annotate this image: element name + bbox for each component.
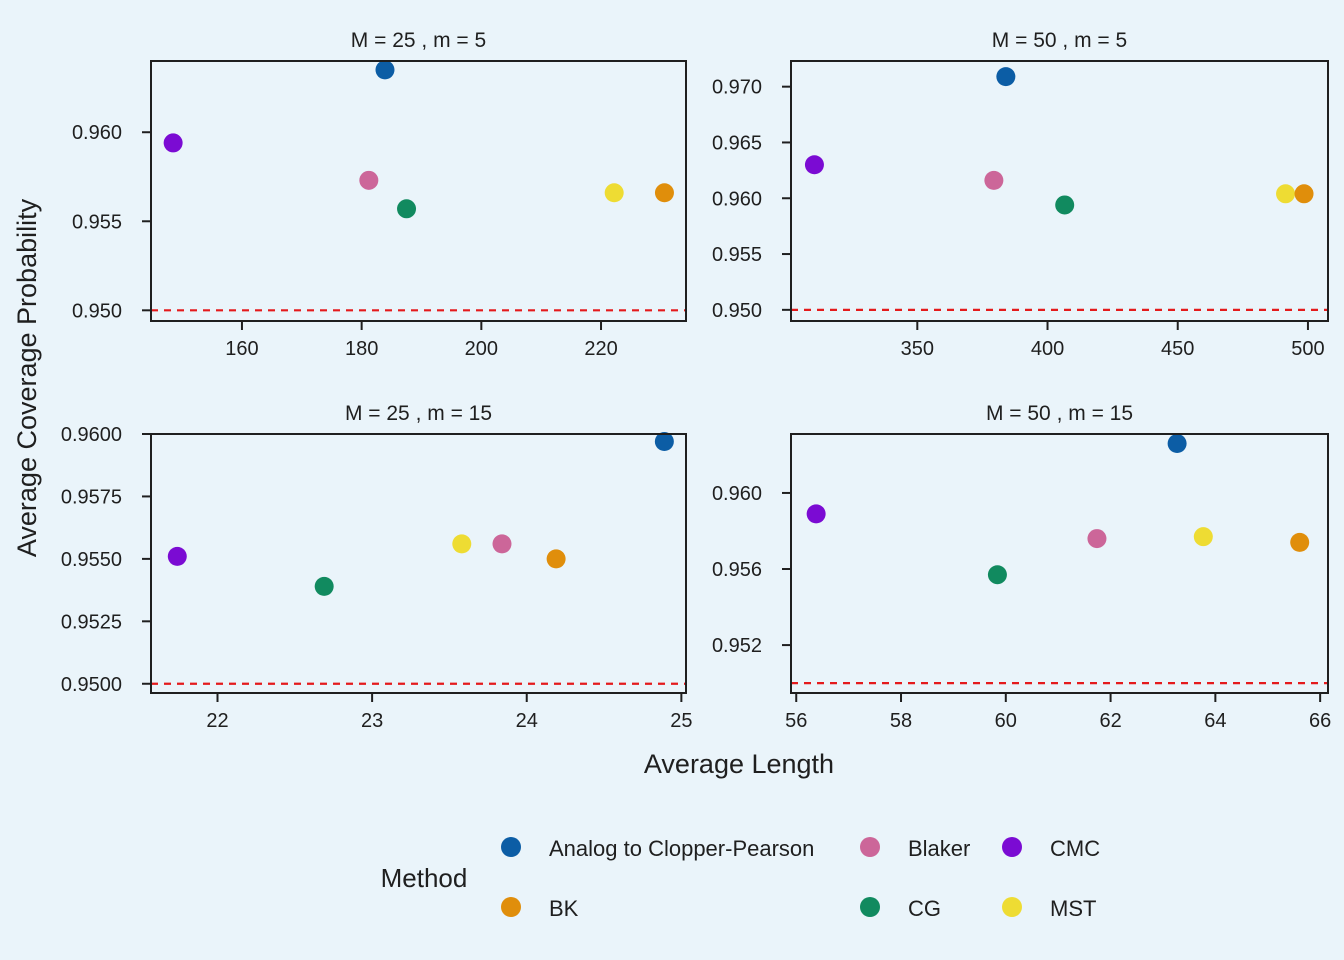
legend-entry: Blaker [860,836,970,861]
data-point-blaker [1087,529,1107,549]
legend-entries: Analog to Clopper-Pearson Blaker CMC BK CG MS… [501,836,1100,921]
data-point-bk [1294,184,1314,204]
panel-frame [150,60,687,322]
legend-title: Method [381,863,468,893]
x-tick-label: 66 [1309,710,1331,732]
x-tick-label: 62 [1099,710,1121,732]
data-point-cmc [163,133,183,153]
data-point-bk [546,549,566,569]
legend-marker [1002,897,1022,917]
data-point-analog-to-clopper-pearson [996,67,1016,87]
panel-frame [150,433,687,694]
x-tick-label: 350 [901,338,934,360]
data-point-mst [1276,184,1296,204]
data-point-bk [654,183,674,203]
x-tick-label: 220 [584,338,617,360]
data-point-cmc [804,155,824,175]
y-axis-label: Average Coverage Probability [12,198,42,557]
data-point-mst [604,183,624,203]
data-point-cg [1055,195,1075,215]
x-axis-label: Average Length [644,749,834,779]
x-tick-label: 64 [1204,710,1226,732]
data-point-mst [1193,527,1213,547]
y-tick-label: 0.9500 [61,674,122,696]
y-tick-label: 0.956 [712,559,762,581]
y-tick-label: 0.950 [72,300,122,322]
x-tick-label: 24 [516,710,538,732]
panel-background [151,61,686,321]
y-tick-label: 0.955 [72,211,122,233]
x-tick-label: 500 [1291,338,1324,360]
legend-marker [860,897,880,917]
data-point-cg [987,565,1007,585]
x-tick-label: 160 [225,338,258,360]
legend-entry: CMC [1002,836,1100,861]
legend-label: MST [1050,896,1096,921]
legend-label: Analog to Clopper-Pearson [549,836,814,861]
x-tick-label: 400 [1031,338,1064,360]
legend-label: BK [549,896,579,921]
legend-entry: Analog to Clopper-Pearson [501,836,814,861]
x-tick-label: 56 [785,710,807,732]
y-tick-label: 0.950 [712,300,762,322]
x-tick-label: 25 [670,710,692,732]
y-tick-label: 0.9575 [61,486,122,508]
data-point-cmc [167,546,187,566]
x-tick-label: 60 [995,710,1017,732]
panel-frame [790,60,1329,322]
legend: Method Analog to Clopper-Pearson Blaker CM… [381,836,1101,921]
panel-background [151,434,686,693]
data-point-analog-to-clopper-pearson [654,431,674,451]
y-tick-label: 0.960 [72,122,122,144]
legend-entry: BK [501,896,579,921]
data-point-cg [397,199,417,219]
panel-title: M = 25 , m = 5 [351,29,486,52]
y-tick-label: 0.9600 [61,424,122,446]
data-point-mst [452,534,472,554]
chart-panel-3: M = 25 , m = 15 22 23 24 25 0.9500 0.9525 0.955… [61,402,693,732]
y-tick-label: 0.9550 [61,549,122,571]
chart-panel-4: M = 50 , m = 15 56 58 60 62 64 66 0.952 0.956 0.9… [712,402,1331,732]
legend-label: CG [908,896,941,921]
data-point-blaker [984,170,1004,190]
legend-entry: CG [860,896,941,921]
data-point-analog-to-clopper-pearson [375,60,395,80]
x-tick-label: 450 [1161,338,1194,360]
legend-entry: MST [1002,896,1096,921]
data-point-blaker [492,534,512,554]
y-tick-label: 0.960 [712,483,762,505]
legend-marker [501,837,521,857]
legend-marker [860,837,880,857]
panel-title: M = 25 , m = 15 [345,402,492,425]
panel-background [791,434,1328,693]
panel-title: M = 50 , m = 5 [992,29,1127,52]
x-tick-label: 200 [465,338,498,360]
x-tick-label: 58 [890,710,912,732]
panel-title: M = 50 , m = 15 [986,402,1133,425]
chart-panels: M = 25 , m = 5 160 180 200 220 0.950 0.955 0.96… [61,29,1331,732]
chart-panel-1: M = 25 , m = 5 160 180 200 220 0.950 0.955 0.96… [72,29,687,360]
data-point-cg [314,576,334,596]
legend-marker [501,897,521,917]
data-point-bk [1290,532,1310,552]
panel-background [791,61,1328,321]
y-tick-label: 0.9525 [61,611,122,633]
x-tick-label: 180 [345,338,378,360]
data-point-blaker [359,170,379,190]
legend-marker [1002,837,1022,857]
data-point-cmc [806,504,826,524]
legend-label: CMC [1050,836,1100,861]
y-tick-label: 0.955 [712,244,762,266]
x-tick-label: 22 [206,710,228,732]
y-tick-label: 0.965 [712,132,762,154]
y-tick-label: 0.970 [712,77,762,99]
legend-label: Blaker [908,836,970,861]
y-tick-label: 0.960 [712,188,762,210]
x-tick-label: 23 [361,710,383,732]
panel-frame [790,433,1329,694]
y-tick-label: 0.952 [712,635,762,657]
data-point-analog-to-clopper-pearson [1167,434,1187,454]
chart-panel-2: M = 50 , m = 5 350 400 450 500 0.950 0.955 0.96… [712,29,1329,360]
